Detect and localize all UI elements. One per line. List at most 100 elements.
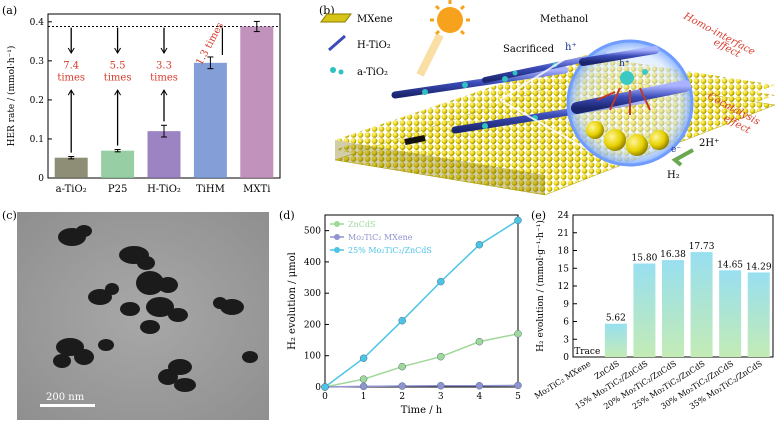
x-tick-label: 4 [477,392,483,402]
panel-e-svg: (e) 0 3 6 9 12 15 18 21 24 H₂ evolution / (mmol·g… [531,209,774,411]
legend-label: ZnCdS [348,220,375,229]
y-tick-label: 12 [558,282,569,292]
mxene-legend-label: MXene [357,14,393,25]
data-point [359,354,368,362]
category-label: MXTi [243,184,270,195]
y-tick-label: 21 [558,229,569,239]
bar [147,131,181,178]
panel-a-label: (a) [2,4,17,17]
bar [101,150,135,178]
category-label: P25 [108,184,127,195]
homo-interface-label: Homo-interface [681,10,757,57]
y-tick-label: 400 [304,258,321,268]
legend-marker [334,234,340,240]
category-label: H-TiO₂ [147,184,181,195]
arrow-head [67,47,75,55]
value-label: 14.65 [717,260,743,270]
x-tick-label: 0 [322,392,328,402]
y-tick-label: 100 [304,352,321,362]
series-line [324,219,519,388]
electron-label: e⁻ [671,145,681,155]
panel-a-svg: (a) 0 0.1 0.2 0.3 0.4 HER rate / (mmol·h⁻¹) a-… [2,4,281,195]
data-point [437,277,445,286]
bar [240,26,274,178]
legend-marker [334,247,340,253]
data-point [321,383,329,391]
panel-b-svg: (b) MXene H-TiO₂ a-TiO₂ [319,0,776,196]
bar [193,62,227,178]
category-label: Mo₂TiC₂ MXene [533,359,593,401]
panel-a-her-rate-chart: (a) 0 0.1 0.2 0.3 0.4 HER rate / (mmol·h⁻¹) a-… [0,0,285,205]
data-point [359,375,368,383]
bar [662,260,684,357]
y-tick-label: 15 [558,264,570,274]
category-label: TiHM [196,184,225,195]
bar [633,263,656,357]
panel-e-h2-evolution-bar-chart: (e) 0 3 6 9 12 15 18 21 24 H₂ evolution / (mmol·g… [525,207,776,425]
bar [690,252,713,357]
ratio-annotation: times [57,73,85,84]
y-tick-label: 300 [304,289,321,299]
tem-micrograph [17,212,269,420]
bar [54,157,88,178]
data-point [437,352,445,361]
arrow-head [160,89,168,96]
data-point [514,330,522,338]
y-tick-label: 0.2 [30,96,44,106]
sun-icon [416,0,470,77]
category-label: a-TiO₂ [56,184,87,195]
y-tick-label: 0.4 [30,18,45,28]
panel-d-h2-evolution-line-chart: (d) 0 1 2 3 4 5 0 100 200 300 400 500 Time / h H₂ evo… [275,207,525,425]
x-tick-label: 1 [361,392,367,402]
panel-b-schematic: (b) MXene H-TiO₂ a-TiO₂ [315,0,776,205]
value-label: 16.38 [660,250,686,260]
y-tick-label: 0 [563,353,569,363]
panel-c-label: (c) [2,209,17,222]
legend-marker [334,221,340,227]
y-axis-label: H₂ evolution / (mmol·g⁻¹·h⁻¹) [535,220,546,352]
x-tick-label: 3 [438,392,444,402]
h-tio2-legend-item: H-TiO₂ [328,34,391,52]
arrow-head [114,89,122,96]
two-h-plus-label: 2H⁺ [699,138,719,149]
panel-c-svg: (c) 200 nm [2,209,269,420]
scale-bar-label: 200 nm [46,392,85,403]
panel-d-label: (d) [279,209,295,222]
a-tio2-legend-item: a-TiO₂ [330,67,388,78]
plot-frame [324,214,519,388]
x-tick-label: 2 [399,392,405,402]
y-tick-label: 18 [558,247,570,257]
legend-label: Mo₂TiC₂ MXene [348,233,413,242]
y-axis-label: HER rate / (mmol·h⁻¹) [6,46,17,147]
bar [604,323,627,357]
y-tick-label: 3 [563,335,569,345]
value-label: 5.62 [606,314,626,324]
h2-label: H₂ [667,170,680,181]
legend-label: 25% Mo₂TiC₂/ZnCdS [348,246,432,255]
mxene-legend-item: MXene [320,13,393,25]
arrow-head [160,47,168,55]
zoom-bubble: h⁺ [566,39,694,167]
y-tick-label: 0.1 [30,135,44,145]
ratio-annotation: times [150,73,178,84]
value-label: 15.80 [632,254,658,264]
mxene-sheets [334,55,776,196]
y-tick-label: 0 [38,174,44,184]
hole-label-bubble: h⁺ [619,59,630,69]
bar [719,270,742,357]
data-point [475,240,484,249]
value-label: Trace [574,347,600,357]
y-axis-label: H₂ evolution / μmol [287,252,298,350]
panel-d-svg: (d) 0 1 2 3 4 5 0 100 200 300 400 500 Time / h H₂ evo… [279,209,522,416]
x-axis-label: Time / h [401,405,443,416]
arrow-head [114,47,122,55]
ratio-annotation: 5.5 [110,61,126,72]
y-tick-label: 6 [563,318,569,328]
h-tio2-legend-label: H-TiO₂ [357,40,391,51]
ratio-annotation: 7.4 [63,61,79,72]
sacrificed-label: Sacrificed [503,44,555,55]
y-tick-label: 9 [563,300,569,310]
bar [747,272,770,357]
data-point [398,362,406,371]
data-point [398,382,406,390]
